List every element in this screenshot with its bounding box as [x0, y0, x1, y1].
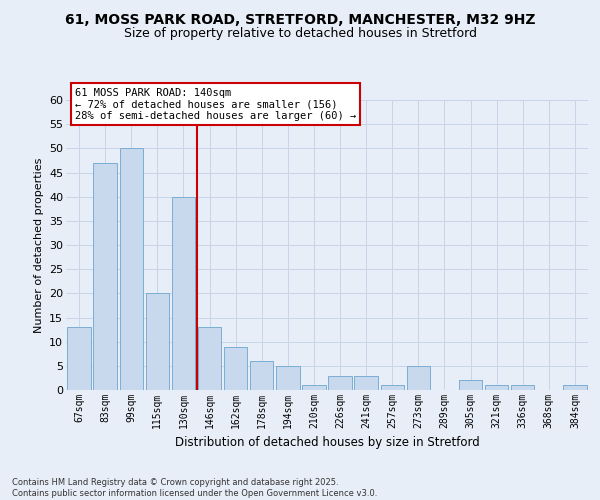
Bar [459, 380, 482, 390]
Text: 61 MOSS PARK ROAD: 140sqm
← 72% of detached houses are smaller (156)
28% of semi: 61 MOSS PARK ROAD: 140sqm ← 72% of detac… [75, 88, 356, 120]
Y-axis label: Number of detached properties: Number of detached properties [34, 158, 44, 332]
Bar [328, 376, 352, 390]
Bar [563, 385, 587, 390]
Bar [119, 148, 143, 390]
Bar [407, 366, 430, 390]
Bar [172, 196, 195, 390]
X-axis label: Distribution of detached houses by size in Stretford: Distribution of detached houses by size … [175, 436, 479, 450]
Bar [380, 385, 404, 390]
Text: 61, MOSS PARK ROAD, STRETFORD, MANCHESTER, M32 9HZ: 61, MOSS PARK ROAD, STRETFORD, MANCHESTE… [65, 12, 535, 26]
Bar [250, 361, 274, 390]
Bar [511, 385, 535, 390]
Bar [302, 385, 326, 390]
Bar [146, 294, 169, 390]
Bar [224, 346, 247, 390]
Bar [276, 366, 299, 390]
Text: Contains HM Land Registry data © Crown copyright and database right 2025.
Contai: Contains HM Land Registry data © Crown c… [12, 478, 377, 498]
Bar [198, 327, 221, 390]
Text: Size of property relative to detached houses in Stretford: Size of property relative to detached ho… [124, 28, 476, 40]
Bar [355, 376, 378, 390]
Bar [94, 163, 117, 390]
Bar [485, 385, 508, 390]
Bar [67, 327, 91, 390]
